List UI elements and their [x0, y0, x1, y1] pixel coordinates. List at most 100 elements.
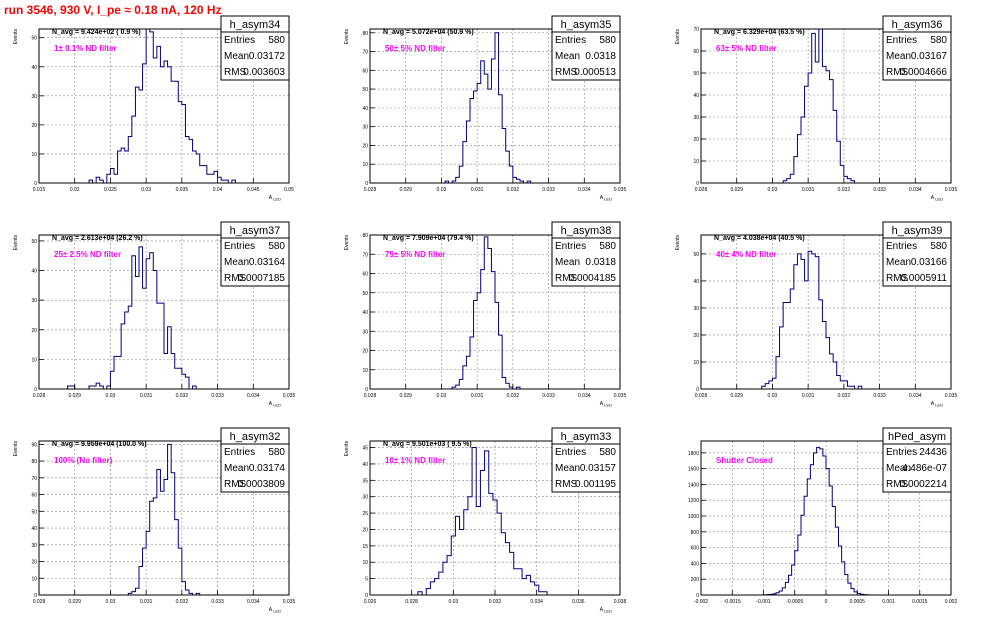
stats-value: 0.03166: [911, 257, 948, 268]
y-tick-label: 50: [693, 252, 699, 258]
x-tick-label: 0.034: [578, 393, 591, 399]
stats-label: Mean: [224, 257, 249, 268]
y-tick-label: 20: [693, 333, 699, 339]
y-tick-label: 40: [362, 106, 368, 112]
x-tick-label: 0.028: [364, 393, 377, 399]
y-tick-label: 1000: [688, 514, 699, 520]
x-tick-label: 0.035: [945, 187, 958, 193]
histogram-line: [88, 28, 236, 184]
x-tick-label: 0.028: [33, 393, 46, 399]
plot-frame: [38, 28, 290, 184]
y-tick-label: 0: [34, 181, 37, 187]
x-tick-label: 0.034: [247, 599, 260, 605]
x-tick-label: 0.032: [838, 393, 851, 399]
x-tick-label: 0.032: [838, 187, 851, 193]
stats-label: RMS: [886, 273, 909, 284]
stats-label: Entries: [886, 35, 917, 46]
x-tick-label: 0.031: [471, 187, 484, 193]
y-tick-label: 70: [362, 50, 368, 56]
x-axis-label: A LED: [600, 607, 612, 614]
plot-frame: [700, 28, 952, 184]
stats-label: RMS: [555, 479, 578, 490]
y-tick-label: 200: [691, 577, 700, 583]
x-tick-label: 0.035: [614, 393, 627, 399]
stats-value: 580: [930, 241, 947, 252]
x-tick-label: 0.033: [542, 393, 555, 399]
x-tick-label: 0.034: [909, 393, 922, 399]
x-tick-label: 0.035: [945, 393, 958, 399]
y-tick-label: 50: [362, 291, 368, 297]
y-tick-label: 50: [362, 87, 368, 93]
histogram-h_asym32: 0.028 0.029 0.03 0.031 0.032 0.033 0.034 0.035 0…: [13, 427, 295, 614]
stats-value: 0.03157: [580, 463, 617, 474]
stats-value: 580: [268, 35, 285, 46]
stats-label: Mean: [224, 463, 249, 474]
histogram-line: [127, 443, 201, 596]
stats-box: [882, 427, 952, 493]
stats-box: [551, 221, 621, 287]
navg-label: N_avg = 2.613e+04 (26.2 %): [52, 235, 143, 242]
histogram-line: [763, 446, 871, 596]
stats-value: 0.03172: [249, 51, 286, 62]
stats-value: 0.000513: [574, 67, 616, 78]
y-tick-label: 20: [31, 560, 37, 566]
y-tick-label: 80: [362, 233, 368, 239]
x-tick-label: 0.032: [176, 393, 189, 399]
filter-note: 100% (No filter): [54, 456, 113, 465]
x-tick-label: 0.03: [448, 599, 458, 605]
stats-box: [220, 15, 290, 81]
y-tick-label: 40: [362, 310, 368, 316]
y-tick-label: 45: [362, 446, 368, 452]
y-tick-label: 1400: [688, 482, 699, 488]
stats-label: Entries: [886, 447, 917, 458]
histogram-h_asym39: 0.028 0.029 0.03 0.031 0.032 0.033 0.034 0.035 0…: [675, 221, 958, 408]
y-tick-label: 80: [362, 31, 368, 37]
y-tick-label: 0: [365, 593, 368, 599]
x-tick-label: 0.034: [909, 187, 922, 193]
histogram-name: h_asym34: [230, 19, 281, 31]
x-tick-label: 0.032: [176, 599, 189, 605]
y-tick-label: 10: [693, 159, 699, 165]
x-tick-label: 0.028: [364, 187, 377, 193]
x-tick-label: 0.033: [211, 599, 224, 605]
x-axis-label: A LED: [269, 195, 281, 202]
x-tick-label: 0.02: [70, 187, 80, 193]
y-tick-label: 20: [362, 143, 368, 149]
filter-note: 10± 1% ND filter: [385, 456, 445, 465]
y-tick-label: 20: [362, 349, 368, 355]
navg-label: N_avg = 9.959e+04 (100.0 %): [52, 441, 147, 448]
x-tick-label: 0.0005: [850, 599, 866, 605]
y-tick-label: 70: [693, 27, 699, 33]
stats-value: 0.0318: [585, 51, 616, 62]
navg-label: N_avg = 9.424e+02 ( 0.9 %): [52, 29, 141, 36]
histogram-line: [67, 246, 197, 390]
x-axis-label: A LED: [269, 607, 281, 614]
y-tick-label: 0: [696, 181, 699, 187]
stats-label: Entries: [555, 241, 586, 252]
y-tick-label: 400: [691, 561, 700, 567]
x-tick-label: 0.031: [140, 393, 153, 399]
filter-note: Shutter Closed: [716, 456, 773, 465]
x-tick-label: 0.001: [882, 599, 895, 605]
x-tick-label: 0.03: [768, 187, 778, 193]
x-tick-label: 0.033: [873, 187, 886, 193]
y-tick-label: 1200: [688, 498, 699, 504]
x-tick-label: 0.03: [141, 187, 151, 193]
stats-label: Mean: [555, 463, 580, 474]
y-tick-label: 20: [362, 527, 368, 533]
y-tick-label: 40: [31, 65, 37, 71]
histogram-h_asym33: 0.026 0.028 0.03 0.032 0.034 0.036 0.038 0 5 10 15…: [344, 427, 626, 614]
histogram-h_asym34: 0.015 0.02 0.025 0.03 0.035 0.04 0.045 0.05 0 10 2…: [13, 15, 294, 202]
x-axis-label: A LED: [600, 401, 612, 408]
y-tick-label: 30: [362, 329, 368, 335]
y-tick-label: 10: [362, 162, 368, 168]
x-tick-label: 0.03: [437, 187, 447, 193]
stats-label: Entries: [224, 35, 255, 46]
filter-note: 1± 0.1% ND filter: [54, 44, 117, 53]
stats-box: [882, 221, 952, 287]
y-tick-label: 20: [693, 137, 699, 143]
x-tick-label: 0.031: [802, 187, 815, 193]
stats-value: 0.03174: [249, 463, 286, 474]
plot-frame: [38, 440, 290, 596]
y-axis-label: Events: [13, 441, 19, 457]
